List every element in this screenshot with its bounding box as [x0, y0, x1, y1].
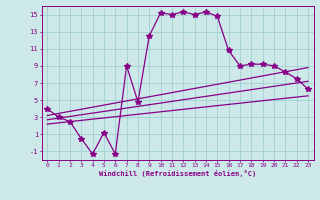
- X-axis label: Windchill (Refroidissement éolien,°C): Windchill (Refroidissement éolien,°C): [99, 170, 256, 177]
